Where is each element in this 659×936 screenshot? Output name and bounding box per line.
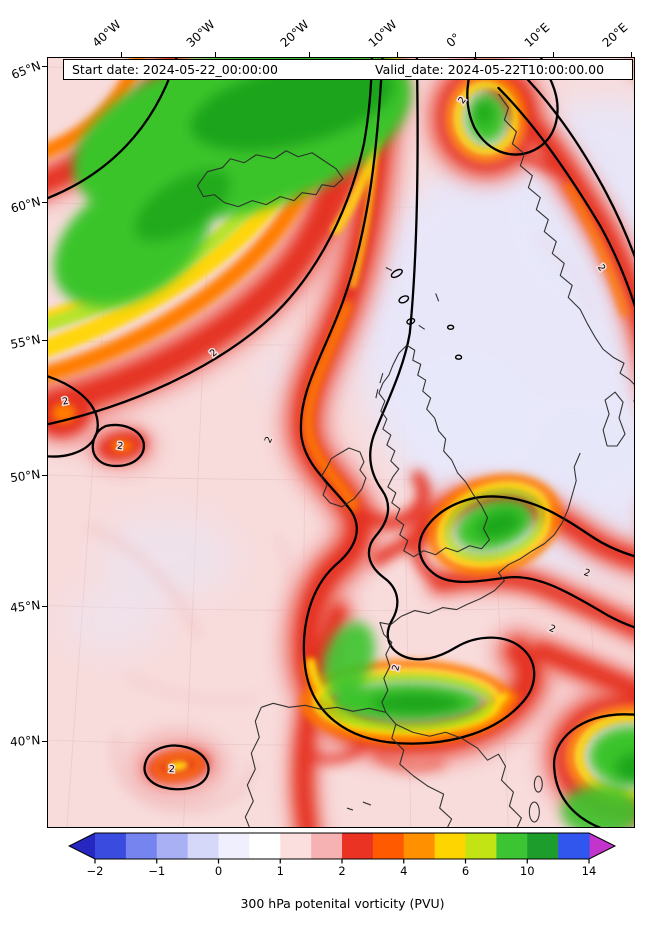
lon-tick	[631, 52, 633, 57]
colorbar-segment	[496, 833, 528, 859]
colorbar-segment	[342, 833, 374, 859]
colorbar-tick-label: −1	[148, 864, 165, 878]
colorbar-segment	[558, 833, 590, 859]
lat-tick	[42, 66, 47, 68]
colorbar-tick-label: 6	[462, 864, 469, 878]
colorbar-segment	[465, 833, 497, 859]
colorbar-tick-label: 14	[582, 864, 597, 878]
contour-label: 2	[390, 663, 402, 672]
colorbar-segment	[434, 833, 467, 859]
start-date-label: Start date: 2024-05-22_00:00:00	[72, 62, 278, 77]
lon-tick	[397, 52, 399, 57]
colorbar-segment	[218, 833, 250, 859]
valid-date-label: Valid_date: 2024-05-22T10:00:00.00	[375, 62, 605, 77]
colorbar-segment	[249, 833, 281, 859]
lon-tick	[553, 52, 555, 57]
contour-label: 2	[168, 764, 175, 775]
lat-tick	[42, 741, 47, 743]
contour-fragments	[390, 268, 463, 360]
lat-tick	[42, 340, 47, 342]
colorbar-segment	[311, 833, 343, 859]
lon-tick	[121, 52, 123, 57]
contour-label: 2	[61, 396, 69, 408]
colorbar-extend-left	[69, 833, 95, 859]
lon-tick	[309, 52, 311, 57]
caption: 300 hPa potenital vorticity (PVU)	[240, 896, 445, 911]
lon-tick	[215, 52, 217, 57]
colorbar-tick-label: 2	[338, 864, 345, 878]
colorbar-segment	[156, 833, 189, 859]
lon-tick	[475, 52, 477, 57]
colorbar-extend-right	[589, 833, 615, 859]
colorbar-segment	[280, 833, 312, 859]
colorbar-segment	[125, 833, 158, 859]
colorbar-segment	[527, 833, 559, 859]
colorbar-tick-label: −2	[87, 864, 104, 878]
contour-label: 2	[116, 441, 124, 453]
colorbar-segment	[372, 833, 405, 859]
colorbar-segment	[95, 833, 127, 859]
colorbar-tick-label: 10	[520, 864, 535, 878]
date-strip: Start date: 2024-05-22_00:00:00 Valid_da…	[63, 59, 633, 80]
lat-tick	[42, 202, 47, 204]
colorbar-segment	[403, 833, 436, 859]
colorbar-segment	[187, 833, 220, 859]
colorbar-tick-label: 1	[277, 864, 284, 878]
lat-tick	[42, 606, 47, 608]
coastlines	[196, 93, 634, 827]
colorbar-tick-label: 0	[215, 864, 222, 878]
lat-tick	[42, 475, 47, 477]
colorbar-tick-label: 4	[400, 864, 407, 878]
pv-green	[53, 58, 634, 827]
colorbar: −2 −1 0 1 2 4 6 10 14	[68, 832, 617, 878]
